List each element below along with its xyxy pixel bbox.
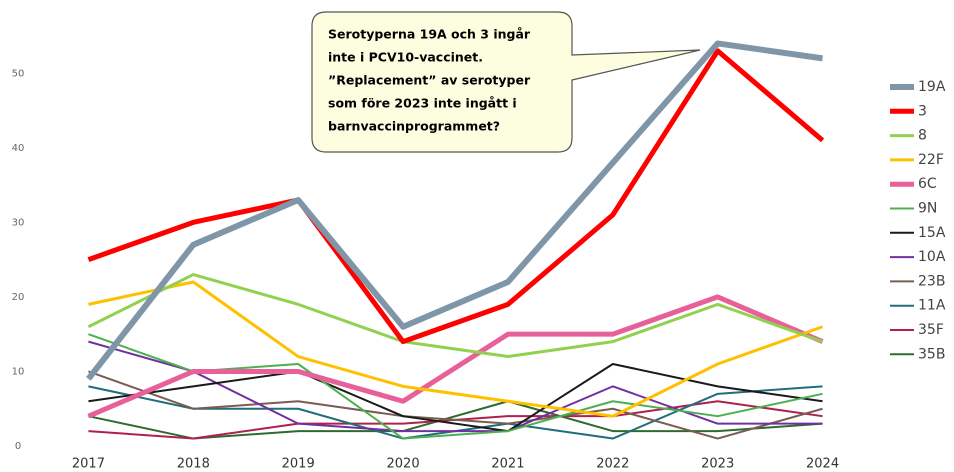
legend-label: 35B	[918, 346, 945, 362]
legend-label: 10A	[918, 249, 946, 265]
x-tick-label: 2022	[596, 457, 629, 472]
legend-label: 15A	[918, 225, 946, 241]
legend-label: 23B	[918, 273, 945, 289]
series-line	[86, 40, 823, 381]
y-tick-label: 50	[12, 68, 25, 79]
y-tick-label: 20	[12, 292, 25, 303]
series-line	[88, 280, 824, 418]
series-line	[88, 340, 823, 433]
legend-label: 19A	[918, 79, 946, 95]
x-tick-label: 2018	[177, 457, 210, 472]
annotation-line: ”Replacement” av serotyper	[328, 73, 531, 88]
annotation-line: Serotyperna 19A och 3 ingår	[328, 27, 531, 42]
legend-label: 35F	[918, 322, 944, 338]
series-line	[87, 273, 824, 359]
y-tick-label: 30	[12, 217, 25, 228]
y-tick-label: 40	[12, 143, 25, 154]
y-tick-label: 10	[12, 366, 25, 377]
legend-label: 11A	[918, 298, 946, 314]
x-tick-label: 2017	[72, 457, 105, 472]
series-line	[87, 48, 825, 345]
series-line	[88, 363, 823, 433]
legend-label: 9N	[918, 201, 937, 217]
x-tick-label: 2019	[282, 457, 315, 472]
legend-label: 22F	[918, 152, 944, 168]
x-tick-label: 2020	[387, 457, 420, 472]
annotation-line: som före 2023 inte ingått i	[328, 96, 517, 111]
legend-label: 8	[918, 128, 927, 144]
y-tick-label: 0	[15, 441, 21, 452]
x-tick-label: 2021	[491, 457, 524, 472]
callout	[311, 11, 701, 153]
annotation-line: barnvaccinprogrammet?	[328, 119, 500, 134]
x-tick-label: 2024	[806, 457, 839, 472]
annotation-line: inte i PCV10-vaccinet.	[328, 50, 483, 65]
series-line	[88, 370, 823, 440]
legend-label: 6C	[918, 176, 937, 192]
series-line	[87, 294, 824, 419]
legend-label: 3	[918, 103, 927, 119]
series-line	[88, 400, 823, 440]
x-tick-label: 2023	[701, 457, 734, 472]
